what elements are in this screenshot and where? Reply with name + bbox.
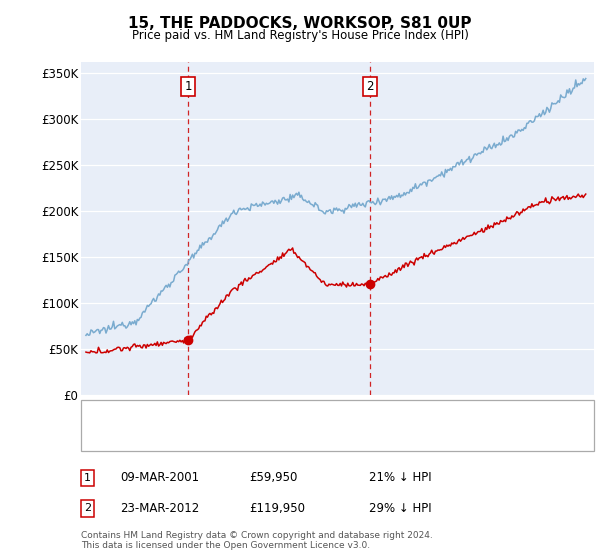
Text: 15, THE PADDOCKS, WORKSOP, S81 0UP: 15, THE PADDOCKS, WORKSOP, S81 0UP (128, 16, 472, 31)
Text: 1: 1 (84, 473, 91, 483)
Text: Price paid vs. HM Land Registry's House Price Index (HPI): Price paid vs. HM Land Registry's House … (131, 29, 469, 42)
Text: ——: —— (90, 430, 115, 443)
Text: 2: 2 (84, 503, 91, 514)
Text: 21% ↓ HPI: 21% ↓ HPI (369, 471, 431, 484)
Text: ——: —— (90, 408, 115, 421)
Text: Contains HM Land Registry data © Crown copyright and database right 2024.
This d: Contains HM Land Registry data © Crown c… (81, 530, 433, 550)
Text: HPI: Average price, detached house, Bassetlaw: HPI: Average price, detached house, Bass… (120, 432, 377, 442)
Text: £119,950: £119,950 (249, 502, 305, 515)
Text: £59,950: £59,950 (249, 471, 298, 484)
Text: 09-MAR-2001: 09-MAR-2001 (120, 471, 199, 484)
Text: 29% ↓ HPI: 29% ↓ HPI (369, 502, 431, 515)
Text: 1: 1 (184, 80, 192, 93)
Text: 23-MAR-2012: 23-MAR-2012 (120, 502, 199, 515)
Text: 15, THE PADDOCKS, WORKSOP, S81 0UP (detached house): 15, THE PADDOCKS, WORKSOP, S81 0UP (deta… (120, 409, 442, 419)
Text: 2: 2 (366, 80, 374, 93)
